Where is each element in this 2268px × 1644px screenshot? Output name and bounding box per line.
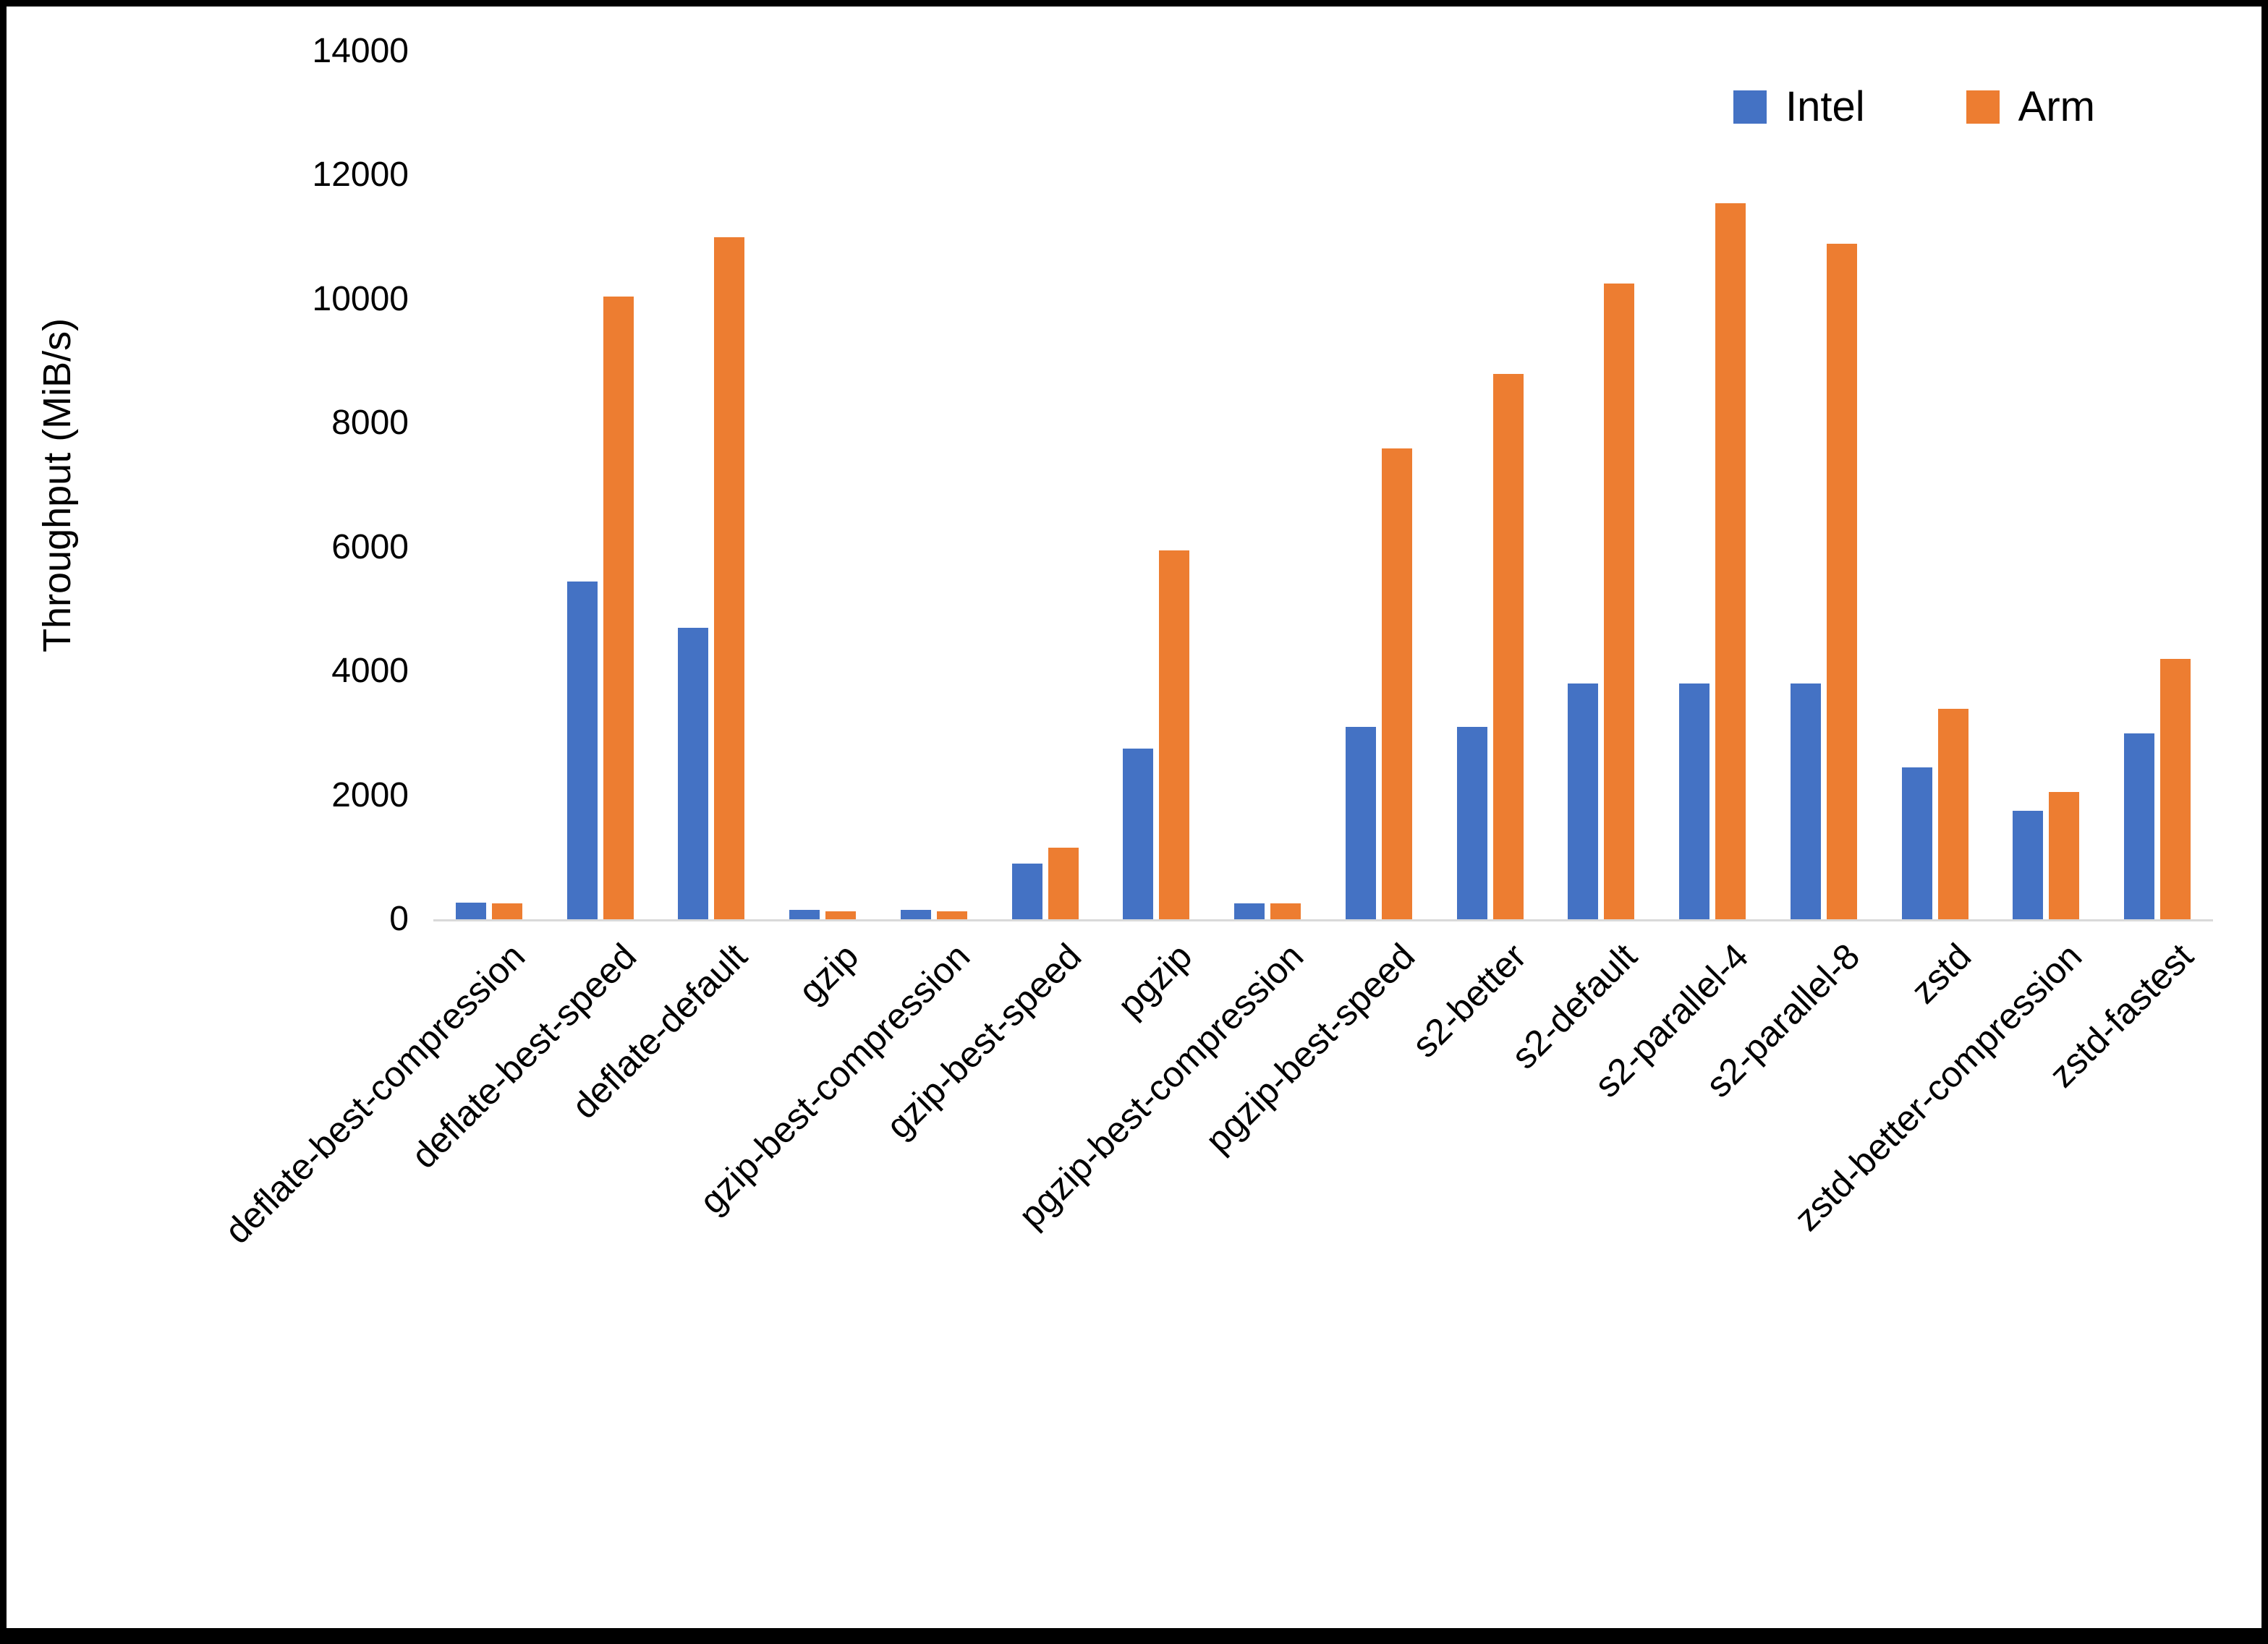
legend-label-arm: Arm (2018, 83, 2095, 130)
x-axis-label-zstd: zstd (1903, 935, 1979, 1012)
bar-arm-zstd (1938, 709, 1968, 919)
x-axis-label-gzip: gzip (790, 935, 867, 1012)
bar-arm-s2-parallel-8 (1827, 244, 1857, 919)
bar-intel-pgzip (1123, 749, 1153, 919)
bar-arm-deflate-best-speed (603, 297, 634, 919)
y-tick-label-12000: 12000 (312, 156, 409, 195)
bar-intel-zstd-fastest (2124, 733, 2154, 919)
bar-arm-s2-better (1493, 374, 1524, 919)
bar-arm-pgzip (1159, 550, 1189, 919)
bar-intel-deflate-best-compression (456, 903, 486, 919)
legend: Intel Arm (1733, 82, 2095, 131)
bar-arm-zstd-fastest (2160, 659, 2191, 919)
bar-intel-s2-parallel-8 (1791, 683, 1821, 919)
bar-intel-s2-parallel-4 (1679, 683, 1710, 919)
bar-intel-zstd (1902, 767, 1932, 919)
bar-intel-zstd-better-compression (2013, 811, 2043, 919)
y-tick-label-14000: 14000 (312, 32, 409, 70)
y-tick-label-2000: 2000 (331, 775, 409, 814)
y-tick-label-8000: 8000 (331, 404, 409, 443)
legend-label-intel: Intel (1785, 83, 1865, 130)
bar-intel-deflate-best-speed (567, 582, 598, 919)
bar-intel-s2-default (1568, 683, 1598, 919)
bar-arm-deflate-default (714, 237, 744, 919)
legend-item-arm: Arm (1966, 82, 2095, 131)
bar-intel-deflate-default (678, 628, 708, 919)
x-axis-label-pgzip-best-speed: pgzip-best-speed (1197, 935, 1423, 1161)
bar-arm-gzip (825, 911, 856, 919)
legend-item-intel: Intel (1733, 82, 1865, 131)
bar-arm-gzip-best-speed (1048, 848, 1079, 919)
x-axis-label-gzip-best-speed: gzip-best-speed (878, 935, 1089, 1146)
bar-intel-pgzip-best-compression (1234, 903, 1265, 919)
bar-intel-gzip (789, 910, 820, 919)
y-tick-label-10000: 10000 (312, 279, 409, 318)
bar-arm-s2-parallel-4 (1715, 203, 1746, 919)
bar-arm-gzip-best-compression (937, 911, 967, 919)
bar-arm-zstd-better-compression (2049, 792, 2079, 919)
bar-intel-s2-better (1457, 727, 1487, 919)
x-axis-label-pgzip: pgzip (1110, 935, 1200, 1026)
bar-intel-gzip-best-speed (1012, 864, 1042, 919)
bar-arm-deflate-best-compression (492, 903, 522, 919)
bar-arm-pgzip-best-compression (1270, 903, 1301, 919)
bar-arm-s2-default (1604, 284, 1634, 919)
y-tick-label-6000: 6000 (331, 527, 409, 566)
plot-area (433, 51, 2213, 921)
bar-arm-pgzip-best-speed (1382, 448, 1412, 919)
y-tick-label-0: 0 (389, 900, 409, 938)
y-tick-label-4000: 4000 (331, 652, 409, 691)
legend-swatch-arm-icon (1966, 90, 2000, 124)
bar-intel-gzip-best-compression (901, 910, 931, 919)
bar-intel-pgzip-best-speed (1346, 727, 1376, 919)
legend-swatch-intel-icon (1733, 90, 1767, 124)
